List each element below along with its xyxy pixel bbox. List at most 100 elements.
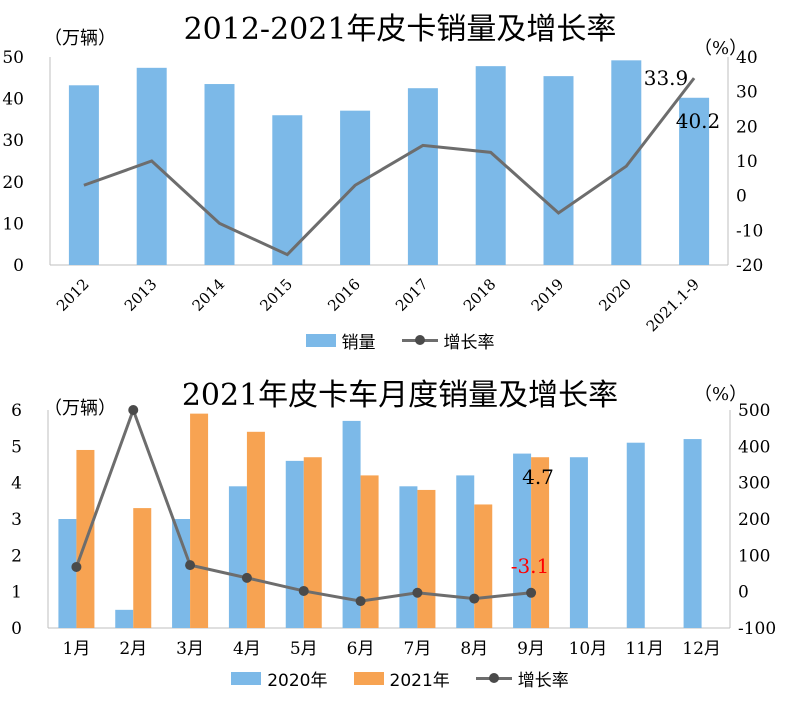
left-tick-label: 6 [11,401,22,421]
right-tick-label: 500 [738,401,770,421]
x-tick-label: 8月 [460,639,488,659]
legend-item-2020: 2020年 [231,666,328,691]
legend-swatch-2020 [231,672,262,685]
bar-销量-2014 [204,84,235,265]
x-tick-label: 2020 [595,275,635,315]
left-tick-label: 0 [13,256,24,276]
bar-2021年-4月 [246,431,265,628]
right-tick-label: 400 [738,437,770,457]
left-tick-label: 0 [11,619,22,639]
growth-rate-point-5月 [298,585,309,596]
bar-2020年-7月 [399,486,418,628]
x-tick-label: 4月 [233,639,261,659]
x-tick-label: 2014 [189,275,229,315]
bar-销量-2013 [136,67,167,265]
bar-2021年-7月 [417,489,436,628]
x-tick-label: 2015 [256,275,296,315]
legend-label-sales: 销量 [341,333,376,353]
x-tick-label: 12月 [682,639,721,659]
x-tick-label: 2012 [53,275,93,315]
x-tick-label: 2019 [528,275,568,315]
chart-1-right-unit: （%） [694,38,748,59]
right-tick-label: 0 [738,583,749,603]
right-tick-label: 40 [736,48,758,68]
bar-2021年-5月 [303,457,322,628]
legend-swatch-sales [305,334,336,347]
legend-swatch-growth-2 [475,672,512,685]
x-tick-label: 10月 [569,639,608,659]
legend-label-growth: 增长率 [443,333,495,353]
chart-2-title: 2021年皮卡车月度销量及增长率 [181,378,619,413]
chart-1-title: 2012-2021年皮卡销量及增长率 [183,12,617,47]
x-tick-label: 2017 [392,275,432,315]
growth-rate-point-2月 [128,405,139,415]
left-tick-label: 4 [11,474,22,494]
legend-swatch-2021 [353,672,384,685]
data-annotation: 33.9 [644,66,689,90]
right-tick-label: 10 [736,152,758,172]
chart-2-right-unit: （%） [694,384,748,405]
bar-2020年-10月 [569,457,588,628]
bar-2020年-2月 [115,609,134,628]
left-tick-label: 1 [11,583,22,603]
chart-1-left-unit: （万辆） [44,28,116,49]
bar-2021年-8月 [474,504,493,628]
x-tick-label: 9月 [517,639,545,659]
bar-销量-2021.1-9 [679,97,710,265]
x-tick-label: 2021.1-9 [643,275,703,335]
growth-rate-point-8月 [469,593,480,604]
x-tick-label: 5月 [290,639,318,659]
left-tick-label: 5 [11,437,22,457]
legend-item-sales: 销量 [305,328,376,353]
bar-2020年-4月 [228,486,247,628]
bar-2020年-5月 [285,460,304,628]
growth-rate-point-3月 [185,560,196,571]
left-tick-label: 2 [11,546,22,566]
legend-label-2021: 2021年 [389,671,450,691]
right-tick-label: 20 [736,117,758,137]
growth-rate-point-6月 [355,596,366,607]
growth-rate-point-9月 [526,587,537,598]
x-tick-label: 2016 [324,275,364,315]
bar-销量-2019 [543,76,574,265]
legend-item-2021: 2021年 [353,666,450,691]
x-tick-label: 7月 [404,639,432,659]
x-tick-label: 11月 [625,639,664,659]
bar-销量-2020 [611,60,642,265]
legend-item-growth: 增长率 [401,328,495,353]
right-tick-label: 300 [738,474,770,494]
left-tick-label: 40 [2,90,24,110]
bar-2020年-11月 [626,442,645,628]
left-tick-label: 30 [2,131,24,151]
growth-rate-point-7月 [412,587,423,598]
bar-销量-2016 [340,110,371,265]
right-tick-label: -10 [736,221,763,241]
bar-2021年-3月 [190,413,209,628]
growth-rate-point-4月 [241,572,252,583]
x-tick-label: 2018 [460,275,500,315]
bar-销量-2015 [272,115,303,266]
legend-swatch-growth [401,334,438,347]
chart-2-legend: 2020年 2021年 增长率 [0,666,800,691]
x-tick-label: 2月 [119,639,147,659]
data-annotation: -3.1 [511,554,550,578]
chart-2: 2021年皮卡车月度销量及增长率 （万辆） （%） 0 1 2 3 4 5 6 -100 0 10… [0,360,800,718]
x-tick-label: 1月 [63,639,91,659]
bar-2021年-6月 [360,475,379,628]
x-tick-label: 2013 [121,275,161,315]
left-tick-label: 3 [11,510,22,530]
bar-销量-2018 [475,66,506,265]
legend-label-2020: 2020年 [267,671,328,691]
chart-2-plot: 0 1 2 3 4 5 6 -100 0 100 200 300 400 500 1月 2月 3月 4月 5月 6月 7… [11,401,776,659]
right-tick-label: -100 [738,619,776,639]
right-tick-label: -20 [736,256,763,276]
chart-1-legend: 销量 增长率 [0,328,800,353]
left-tick-label: 50 [2,48,24,68]
legend-item-growth-2: 增长率 [475,666,569,691]
growth-rate-line [83,77,696,257]
right-tick-label: 30 [736,83,758,103]
bar-2020年-3月 [172,519,191,628]
legend-label-growth-2: 增长率 [517,671,569,691]
right-tick-label: 100 [738,546,770,566]
left-tick-label: 20 [2,173,24,193]
